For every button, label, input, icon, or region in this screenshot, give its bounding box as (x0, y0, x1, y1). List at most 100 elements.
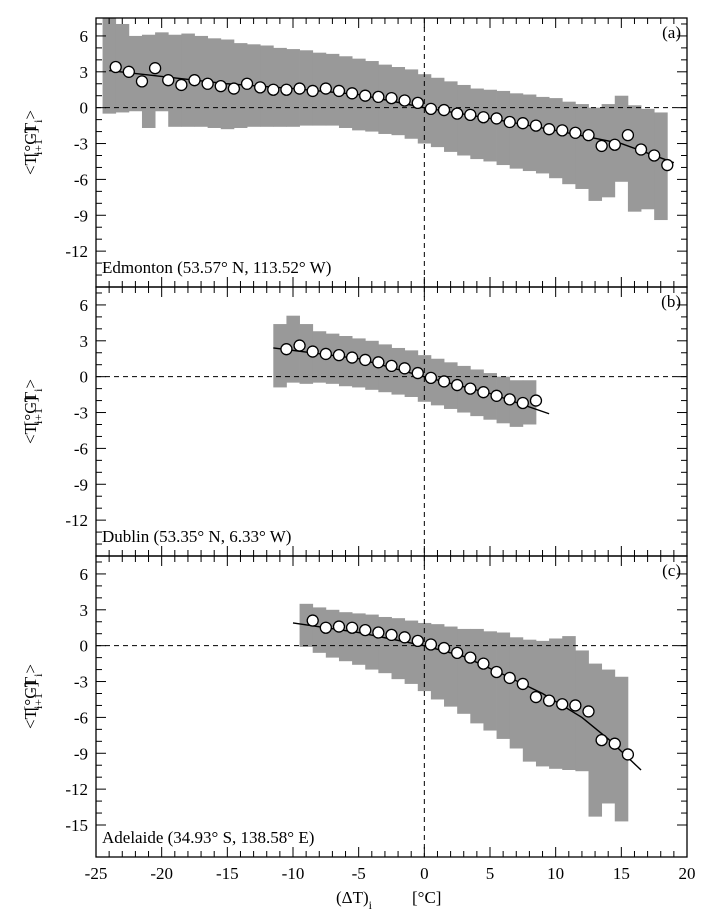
band-bar (404, 69, 419, 139)
y-axis-label-text: <Ti+1-Ti> (21, 664, 45, 729)
band-bar (378, 616, 392, 674)
data-point (424, 371, 438, 385)
band-bar (470, 369, 484, 417)
band-bar (575, 650, 589, 772)
band-bar (325, 53, 340, 126)
y-axis-label-subscript: i+1 (31, 693, 45, 709)
y-axis-label-part: <T (21, 154, 40, 175)
data-point (477, 657, 490, 670)
data-point (529, 690, 543, 704)
band-bar (562, 636, 576, 770)
data-point (280, 83, 293, 96)
data-point (569, 126, 582, 139)
y-axis-unit: [°C] (21, 682, 40, 711)
data-point (148, 62, 162, 75)
y-tick-label: -6 (74, 170, 88, 189)
x-axis-unit: [°C] (412, 888, 441, 907)
y-axis-label: <Ti+1-Ti> (21, 110, 45, 175)
y-tick-label: 3 (80, 601, 89, 620)
band-bar (470, 88, 484, 160)
data-point (451, 646, 464, 659)
band-bar (457, 84, 471, 156)
y-tick-label: 6 (80, 296, 89, 315)
band-bar (444, 626, 458, 707)
data-point (332, 348, 346, 362)
band-bar (601, 669, 616, 804)
data-point (293, 339, 306, 352)
panel-letter: (b) (661, 292, 681, 311)
x-axis-label: (ΔT)i (336, 888, 373, 912)
x-tick-label: 0 (420, 864, 429, 883)
y-tick-label: 0 (80, 99, 89, 118)
band-bar (588, 663, 603, 817)
band-bar (562, 101, 576, 185)
band-bar (338, 56, 353, 128)
band-bar (509, 637, 524, 749)
y-axis-label-subscript: i (31, 388, 45, 392)
data-point (372, 90, 385, 104)
band-bar (430, 624, 445, 700)
data-point (109, 60, 122, 74)
data-point (437, 103, 451, 117)
data-point (621, 748, 635, 761)
band-bar (352, 613, 366, 665)
station-label: Adelaide (34.93° S, 138.58° E) (102, 828, 314, 847)
band-bar (391, 618, 406, 680)
data-point (319, 347, 332, 361)
x-tick-label: -10 (282, 864, 305, 883)
data-point (464, 382, 477, 395)
data-point (490, 389, 503, 402)
band-bar (365, 61, 379, 132)
data-point (621, 129, 635, 142)
data-point (345, 87, 359, 100)
y-axis-unit: [°C] (21, 397, 40, 426)
y-axis-label-part: -T (21, 676, 40, 693)
band-bar (391, 67, 406, 136)
data-point (424, 638, 438, 651)
y-tick-label: -9 (74, 744, 88, 763)
band-bar (522, 94, 537, 172)
band-bar (312, 331, 327, 383)
y-axis-label-subscript: i (31, 119, 45, 123)
band-bar (155, 32, 169, 112)
y-axis-label-part: -T (21, 122, 40, 139)
data-point (188, 74, 201, 87)
y-tick-label: 3 (80, 332, 89, 351)
data-point (359, 89, 372, 102)
data-point (398, 94, 411, 107)
panel-letter: (c) (662, 561, 681, 580)
band-bar (444, 81, 458, 152)
data-point (319, 82, 332, 95)
band-bar (325, 609, 340, 658)
data-point (542, 694, 556, 707)
band-bar (614, 95, 629, 182)
band-bar (535, 640, 550, 767)
y-axis-label-part: > (21, 110, 40, 120)
y-axis-label-part: > (21, 664, 40, 674)
data-point (648, 149, 661, 162)
y-tick-label: 6 (80, 565, 89, 584)
data-point (267, 83, 280, 96)
band-bar (444, 362, 458, 409)
band-bar (549, 638, 563, 769)
data-point (516, 677, 529, 691)
data-point (254, 81, 267, 94)
data-point (464, 651, 477, 664)
panel-frame (95, 555, 688, 858)
y-axis-label-text: <Ti+1-Ti> (21, 110, 45, 175)
x-axis-label-main: (ΔT) (336, 888, 369, 907)
data-point (385, 359, 398, 373)
data-point (201, 77, 214, 90)
band-bar (483, 631, 497, 731)
data-point (162, 74, 175, 87)
y-tick-label: -9 (74, 206, 88, 225)
y-tick-label: -15 (65, 816, 88, 835)
data-point (411, 366, 424, 380)
band-bar (365, 614, 379, 670)
data-point (595, 733, 608, 747)
band-bar (654, 112, 668, 221)
y-tick-label: -12 (65, 242, 88, 261)
y-tick-label: -3 (74, 404, 88, 423)
band-bar (207, 38, 222, 128)
data-point (332, 620, 346, 633)
